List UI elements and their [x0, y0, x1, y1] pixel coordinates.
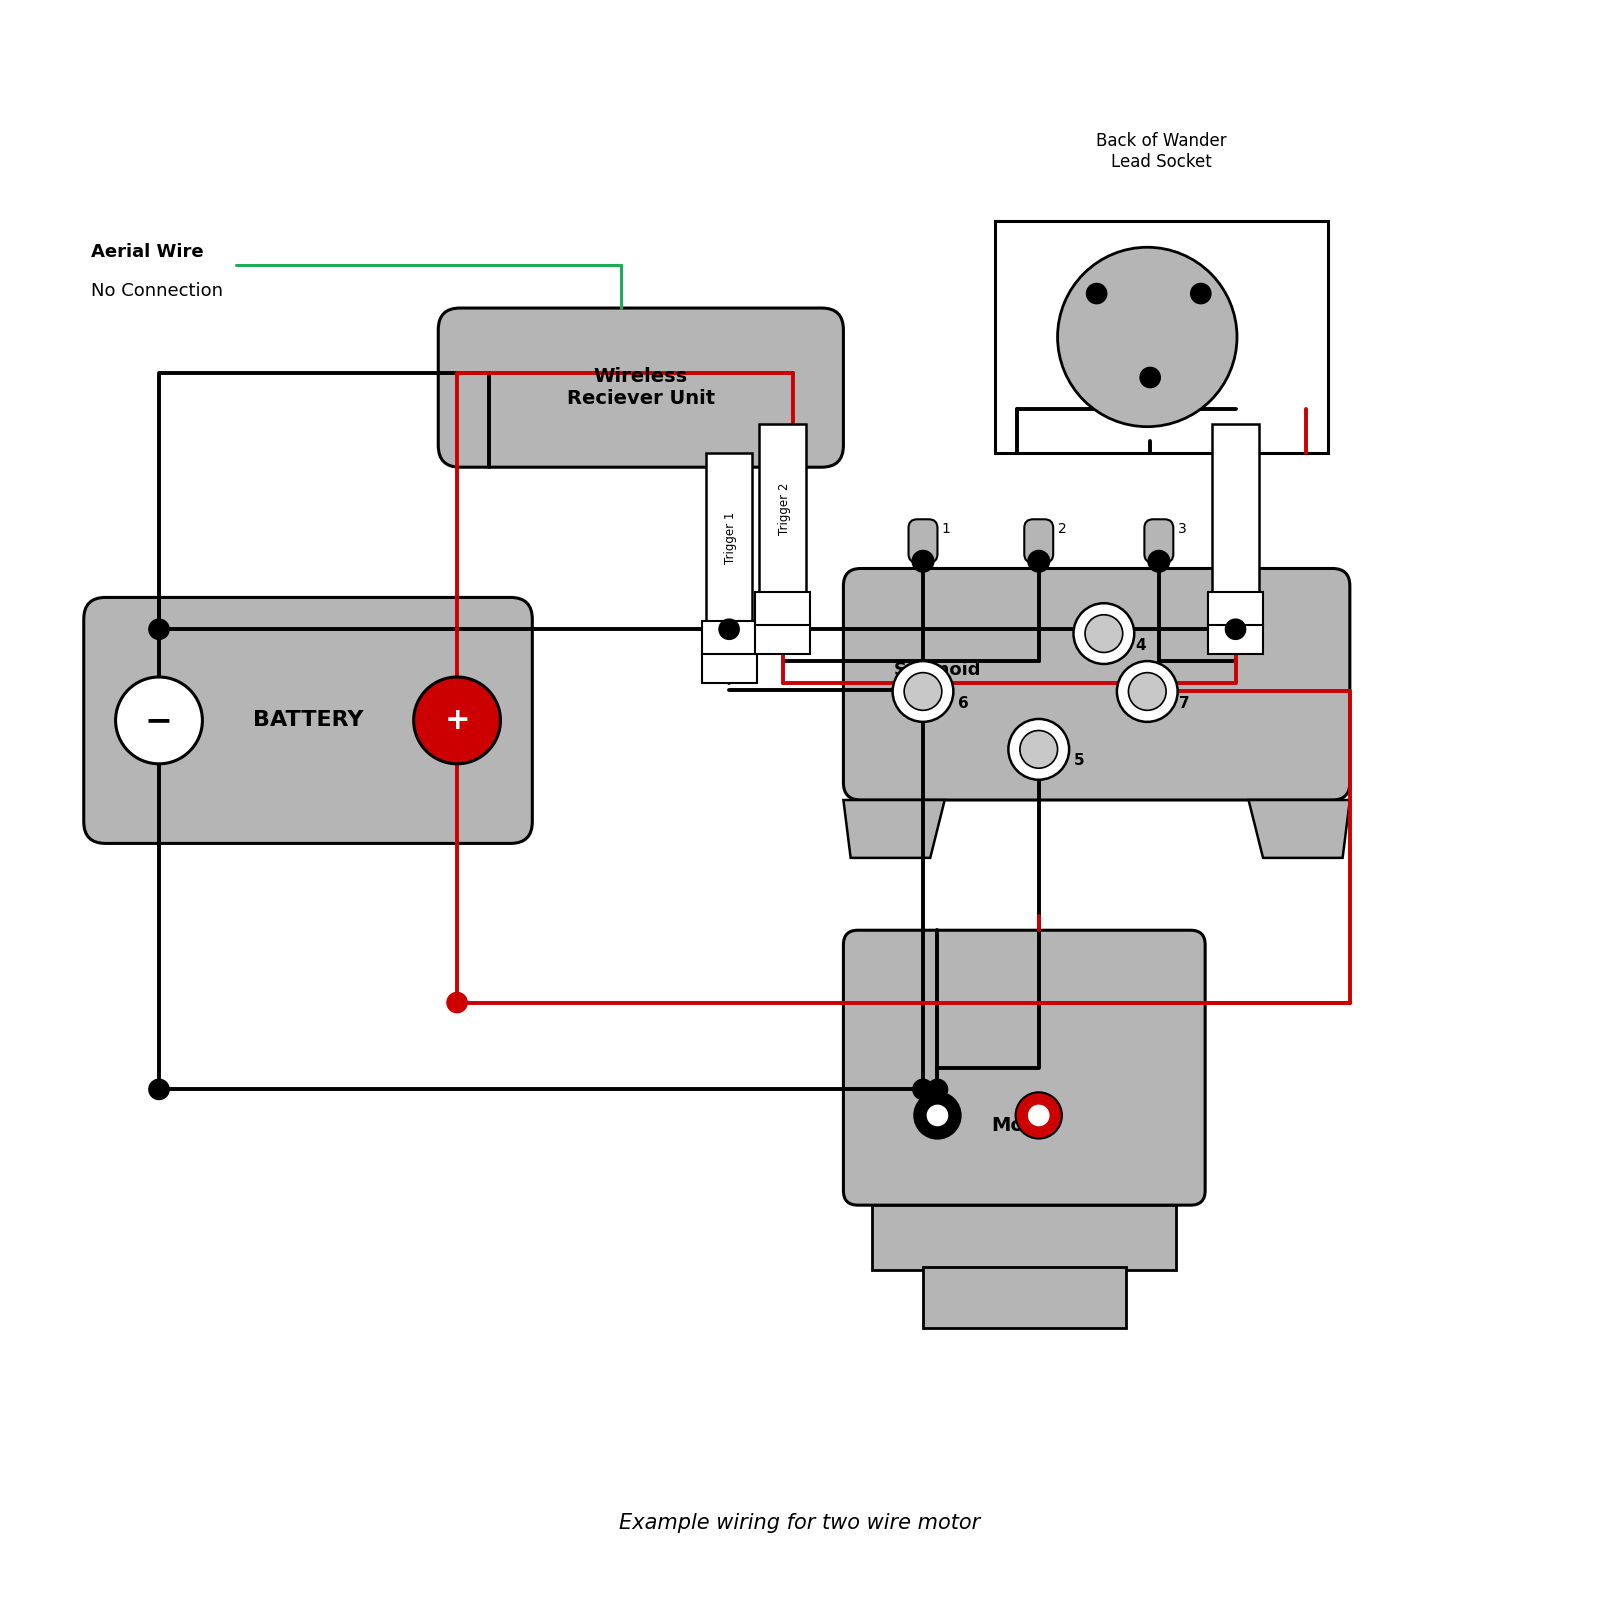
Circle shape [928, 1080, 947, 1099]
Circle shape [1086, 283, 1107, 304]
Text: No Connection: No Connection [91, 283, 222, 301]
Circle shape [1190, 283, 1211, 304]
Circle shape [1029, 550, 1050, 571]
Text: 5: 5 [1074, 754, 1085, 768]
Circle shape [1226, 619, 1246, 640]
Circle shape [1008, 718, 1069, 779]
Circle shape [904, 672, 942, 710]
Bar [702, 654, 757, 683]
Circle shape [1074, 603, 1134, 664]
Circle shape [1149, 550, 1170, 571]
Bar [923, 1267, 1125, 1328]
Bar [706, 453, 752, 624]
Bar [995, 221, 1328, 453]
Text: 6: 6 [958, 696, 968, 710]
Circle shape [1058, 248, 1237, 427]
Circle shape [1117, 661, 1178, 722]
Text: 2: 2 [1058, 523, 1066, 536]
Bar [1213, 424, 1259, 595]
Circle shape [1029, 1106, 1050, 1125]
Circle shape [1085, 614, 1123, 653]
FancyBboxPatch shape [1024, 520, 1053, 563]
Text: Back of Wander
Lead Socket: Back of Wander Lead Socket [1096, 131, 1227, 171]
Text: Solenoid: Solenoid [894, 661, 981, 678]
Circle shape [115, 677, 203, 763]
Bar [1208, 592, 1262, 626]
Text: Trigger 1: Trigger 1 [725, 512, 738, 565]
Circle shape [914, 1080, 933, 1099]
Circle shape [893, 661, 954, 722]
FancyBboxPatch shape [909, 520, 938, 563]
Circle shape [914, 1093, 960, 1139]
Text: Example wiring for two wire motor: Example wiring for two wire motor [619, 1514, 981, 1533]
FancyBboxPatch shape [83, 597, 533, 843]
FancyBboxPatch shape [843, 930, 1205, 1205]
Bar [760, 424, 806, 595]
Text: Trigger 2: Trigger 2 [778, 483, 790, 536]
Circle shape [1016, 1093, 1062, 1139]
Bar [702, 621, 757, 656]
Bar [755, 626, 810, 654]
Circle shape [446, 992, 467, 1013]
Circle shape [1019, 731, 1058, 768]
Text: Aerial Wire: Aerial Wire [91, 243, 203, 261]
Bar [1208, 626, 1262, 654]
Text: Wireless
Reciever Unit: Wireless Reciever Unit [566, 366, 715, 408]
Polygon shape [1248, 800, 1350, 858]
FancyBboxPatch shape [438, 309, 843, 467]
Text: 7: 7 [1179, 696, 1190, 710]
Circle shape [1141, 368, 1160, 387]
Bar [872, 1205, 1176, 1270]
Text: 1: 1 [942, 523, 950, 536]
FancyBboxPatch shape [1144, 520, 1173, 563]
Text: Motor: Motor [992, 1117, 1058, 1134]
Circle shape [149, 1080, 170, 1099]
Circle shape [149, 619, 170, 640]
FancyBboxPatch shape [843, 568, 1350, 800]
Text: 3: 3 [1178, 523, 1187, 536]
Circle shape [1128, 672, 1166, 710]
Polygon shape [843, 800, 944, 858]
Circle shape [928, 1106, 947, 1125]
Text: BATTERY: BATTERY [253, 710, 363, 731]
Circle shape [414, 677, 501, 763]
Text: +: + [445, 706, 470, 734]
Circle shape [718, 619, 739, 640]
Bar [755, 592, 810, 626]
Text: 4: 4 [1136, 638, 1146, 653]
Text: −: − [146, 704, 173, 738]
Circle shape [914, 550, 933, 571]
